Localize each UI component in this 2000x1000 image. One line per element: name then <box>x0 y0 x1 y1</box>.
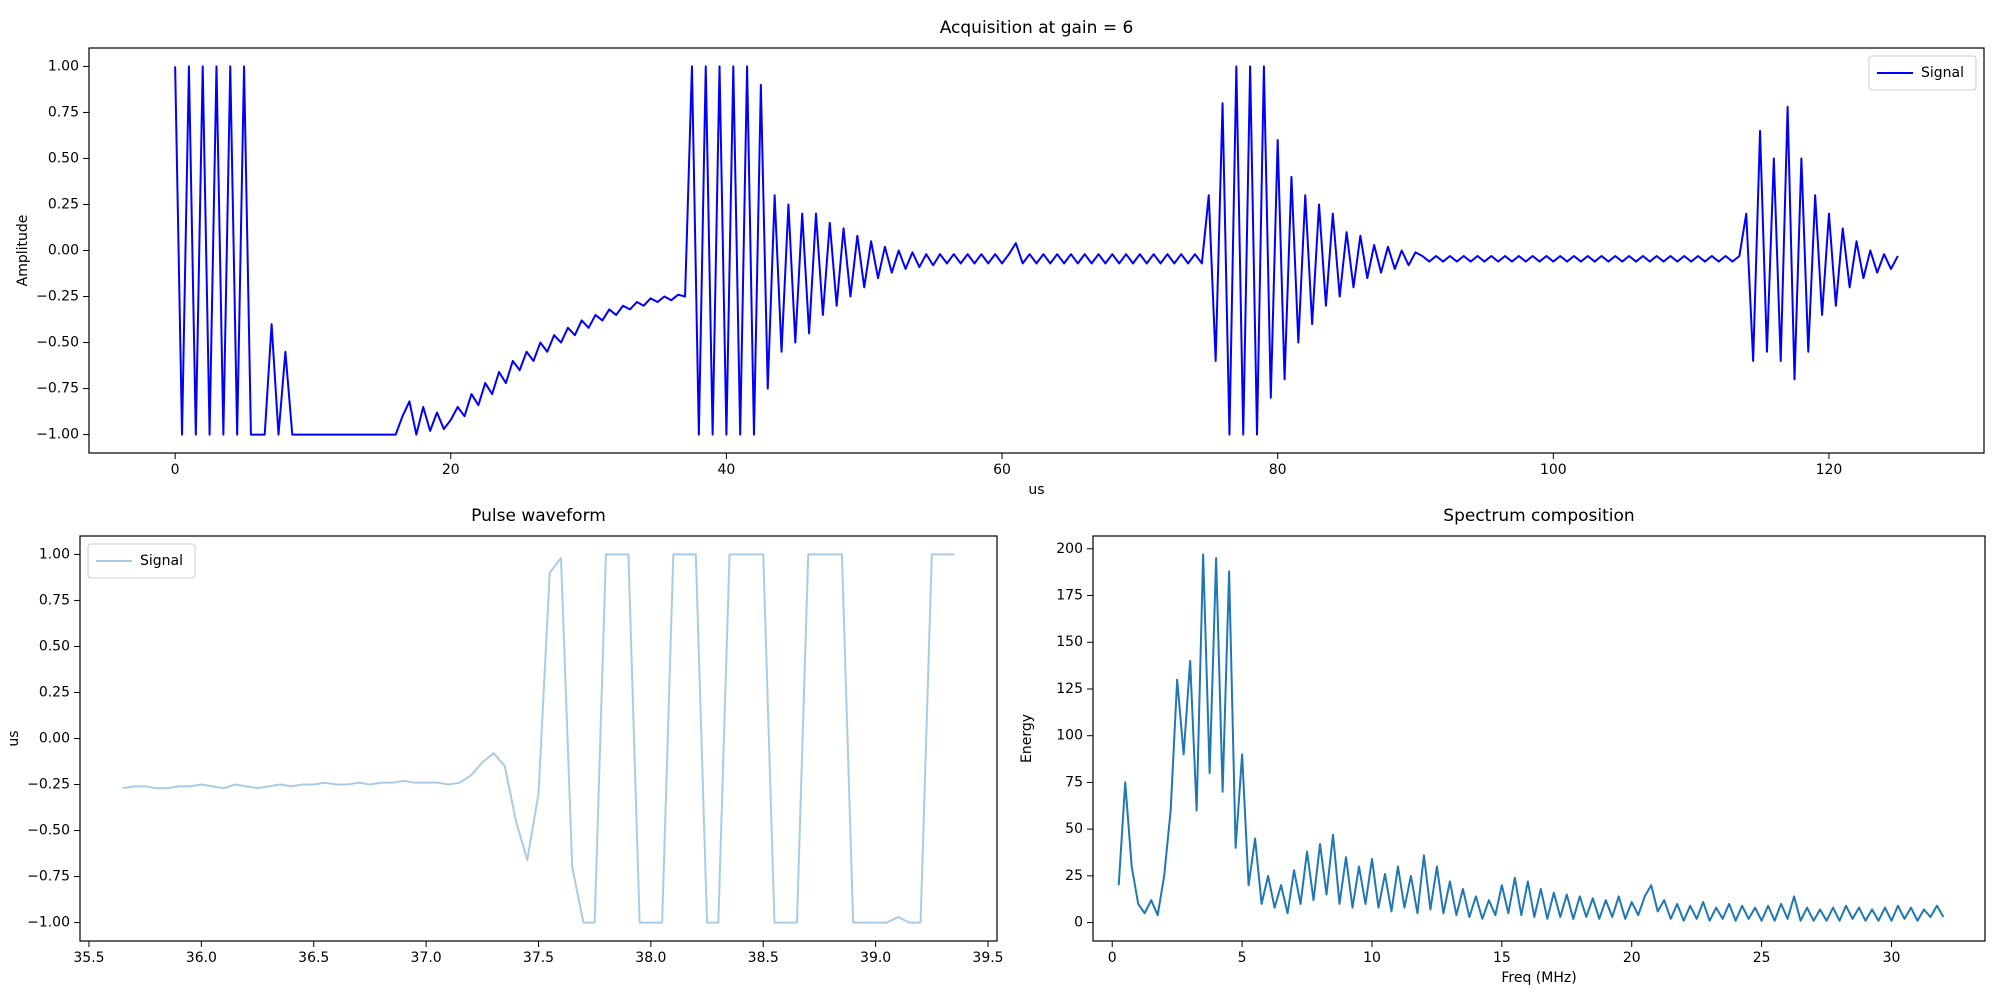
y-tick-label: 0.75 <box>39 592 70 608</box>
axes-frame <box>88 47 1985 454</box>
y-tick-label: 0.00 <box>39 731 70 747</box>
legend-box <box>1868 55 1977 91</box>
y-tick-label: 0.50 <box>48 150 79 166</box>
x-tick-label: 60 <box>993 462 1011 478</box>
legend: Signal <box>1868 55 1977 91</box>
x-tick-label: 80 <box>1269 462 1287 478</box>
signal-line <box>1117 553 1945 922</box>
x-tick-label: 30 <box>1883 950 1901 966</box>
chart-title: Spectrum composition <box>1443 506 1634 526</box>
y-tick-label: 1.00 <box>48 58 79 74</box>
x-tick-label: 39.0 <box>860 950 891 966</box>
x-tick-label: 0 <box>1108 950 1117 966</box>
x-tick-label: 36.5 <box>298 950 329 966</box>
y-tick-label: 125 <box>1056 681 1083 697</box>
y-tick-label: 100 <box>1056 728 1083 744</box>
y-axis-label: Energy <box>1019 714 1035 763</box>
y-tick-label: 175 <box>1056 588 1083 604</box>
y-tick-label: 1.00 <box>39 546 70 562</box>
y-tick-label: −0.25 <box>36 289 79 305</box>
y-tick-label: 75 <box>1065 774 1083 790</box>
x-tick-label: 40 <box>717 462 735 478</box>
y-tick-label: −1.00 <box>36 427 79 443</box>
x-tick-label: 25 <box>1753 950 1771 966</box>
y-tick-label: −0.75 <box>27 869 70 885</box>
x-tick-label: 0 <box>171 462 180 478</box>
x-tick-label: 39.5 <box>972 950 1003 966</box>
y-tick-label: 0 <box>1074 915 1083 931</box>
x-tick-label: 20 <box>442 462 460 478</box>
axes-frame <box>79 535 998 942</box>
legend-label: Signal <box>140 553 183 569</box>
y-tick-label: 0.25 <box>48 196 79 212</box>
y-tick-label: −0.50 <box>27 823 70 839</box>
legend-box <box>87 543 196 579</box>
y-tick-label: −1.00 <box>27 915 70 931</box>
chart-title: Pulse waveform <box>471 506 606 526</box>
x-tick-label: 120 <box>1816 462 1843 478</box>
signal-line <box>122 553 955 924</box>
y-tick-label: 150 <box>1056 634 1083 650</box>
chart-title: Acquisition at gain = 6 <box>940 18 1134 38</box>
x-tick-label: 38.5 <box>748 950 779 966</box>
x-axis-label: Freq (MHz) <box>1501 970 1576 986</box>
axes-frame <box>1092 535 1986 942</box>
y-axis-label: Amplitude <box>15 215 31 287</box>
y-tick-label: −0.75 <box>36 381 79 397</box>
x-tick-label: 100 <box>1540 462 1567 478</box>
y-tick-label: 200 <box>1056 541 1083 557</box>
y-tick-label: 0.50 <box>39 638 70 654</box>
signal-line <box>174 65 1899 436</box>
x-tick-label: 20 <box>1623 950 1641 966</box>
y-tick-label: 50 <box>1065 821 1083 837</box>
y-tick-label: 0.00 <box>48 243 79 259</box>
x-tick-label: 38.0 <box>635 950 666 966</box>
x-axis-label: us <box>1028 482 1044 498</box>
y-tick-label: −0.25 <box>27 777 70 793</box>
x-tick-label: 37.0 <box>411 950 442 966</box>
y-tick-label: 0.25 <box>39 684 70 700</box>
x-tick-label: 10 <box>1363 950 1381 966</box>
legend: Signal <box>87 543 196 579</box>
legend-label: Signal <box>1921 65 1964 81</box>
x-tick-label: 5 <box>1238 950 1247 966</box>
x-tick-label: 15 <box>1493 950 1511 966</box>
y-tick-label: −0.50 <box>36 335 79 351</box>
y-axis-label: us <box>6 730 22 746</box>
x-tick-label: 37.5 <box>523 950 554 966</box>
x-tick-label: 36.0 <box>186 950 217 966</box>
y-tick-label: 0.75 <box>48 104 79 120</box>
x-tick-label: 35.5 <box>73 950 104 966</box>
y-tick-label: 25 <box>1065 868 1083 884</box>
